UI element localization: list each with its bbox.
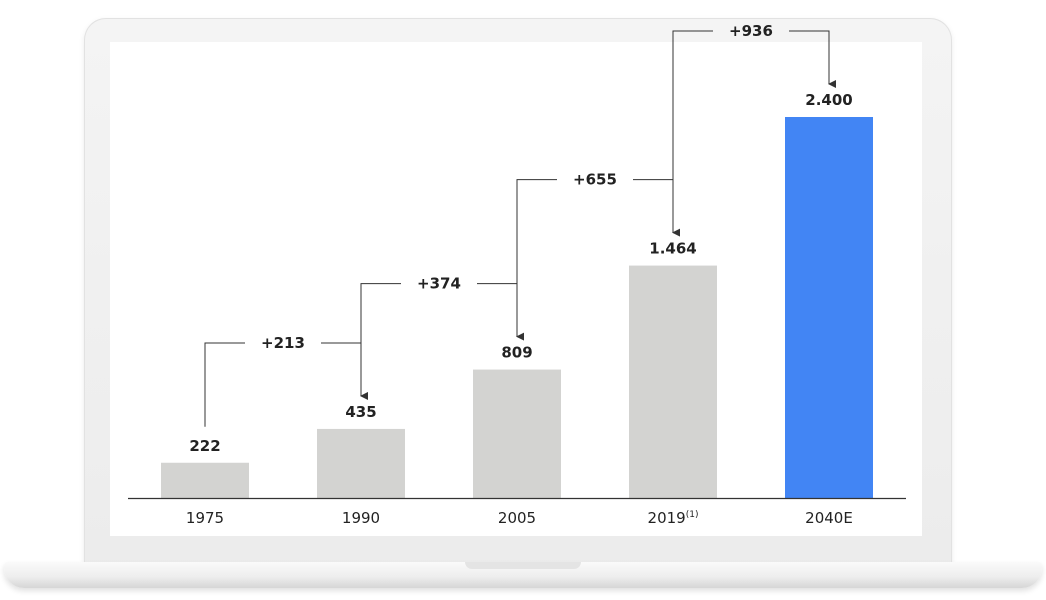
tick-label-1990: 1990 xyxy=(342,509,380,527)
value-label-1990: 435 xyxy=(345,403,376,421)
increment-label-1: +213 xyxy=(261,334,305,352)
connector-left-2 xyxy=(360,283,401,393)
value-label-1975: 222 xyxy=(189,437,220,455)
connector-left-1 xyxy=(204,342,245,427)
bar-1975 xyxy=(161,462,249,498)
bar-2040e xyxy=(785,117,873,498)
connector-arrow-4 xyxy=(789,30,836,88)
increment-label-2: +374 xyxy=(417,275,461,293)
bar-2019 xyxy=(629,265,717,498)
connector-arrow-2 xyxy=(477,283,524,341)
laptop-notch xyxy=(465,562,581,569)
increment-label-4: +936 xyxy=(729,22,773,40)
tick-label-1975: 1975 xyxy=(186,509,224,527)
tick-label-2040e: 2040E xyxy=(805,509,853,527)
increment-label-3: +655 xyxy=(573,171,617,189)
connector-left-3 xyxy=(516,179,557,334)
value-label-2040e: 2.400 xyxy=(805,91,852,109)
connector-left-4 xyxy=(672,30,713,230)
connector-arrow-3 xyxy=(633,179,680,237)
tick-label-2005: 2005 xyxy=(498,509,536,527)
tick-label-2019: 2019(1) xyxy=(648,509,699,527)
connector-arrow-1 xyxy=(321,342,368,400)
value-label-2019: 1.464 xyxy=(649,240,696,258)
value-label-2005: 809 xyxy=(501,344,532,362)
bar-2005 xyxy=(473,369,561,498)
bar-1990 xyxy=(317,428,405,498)
